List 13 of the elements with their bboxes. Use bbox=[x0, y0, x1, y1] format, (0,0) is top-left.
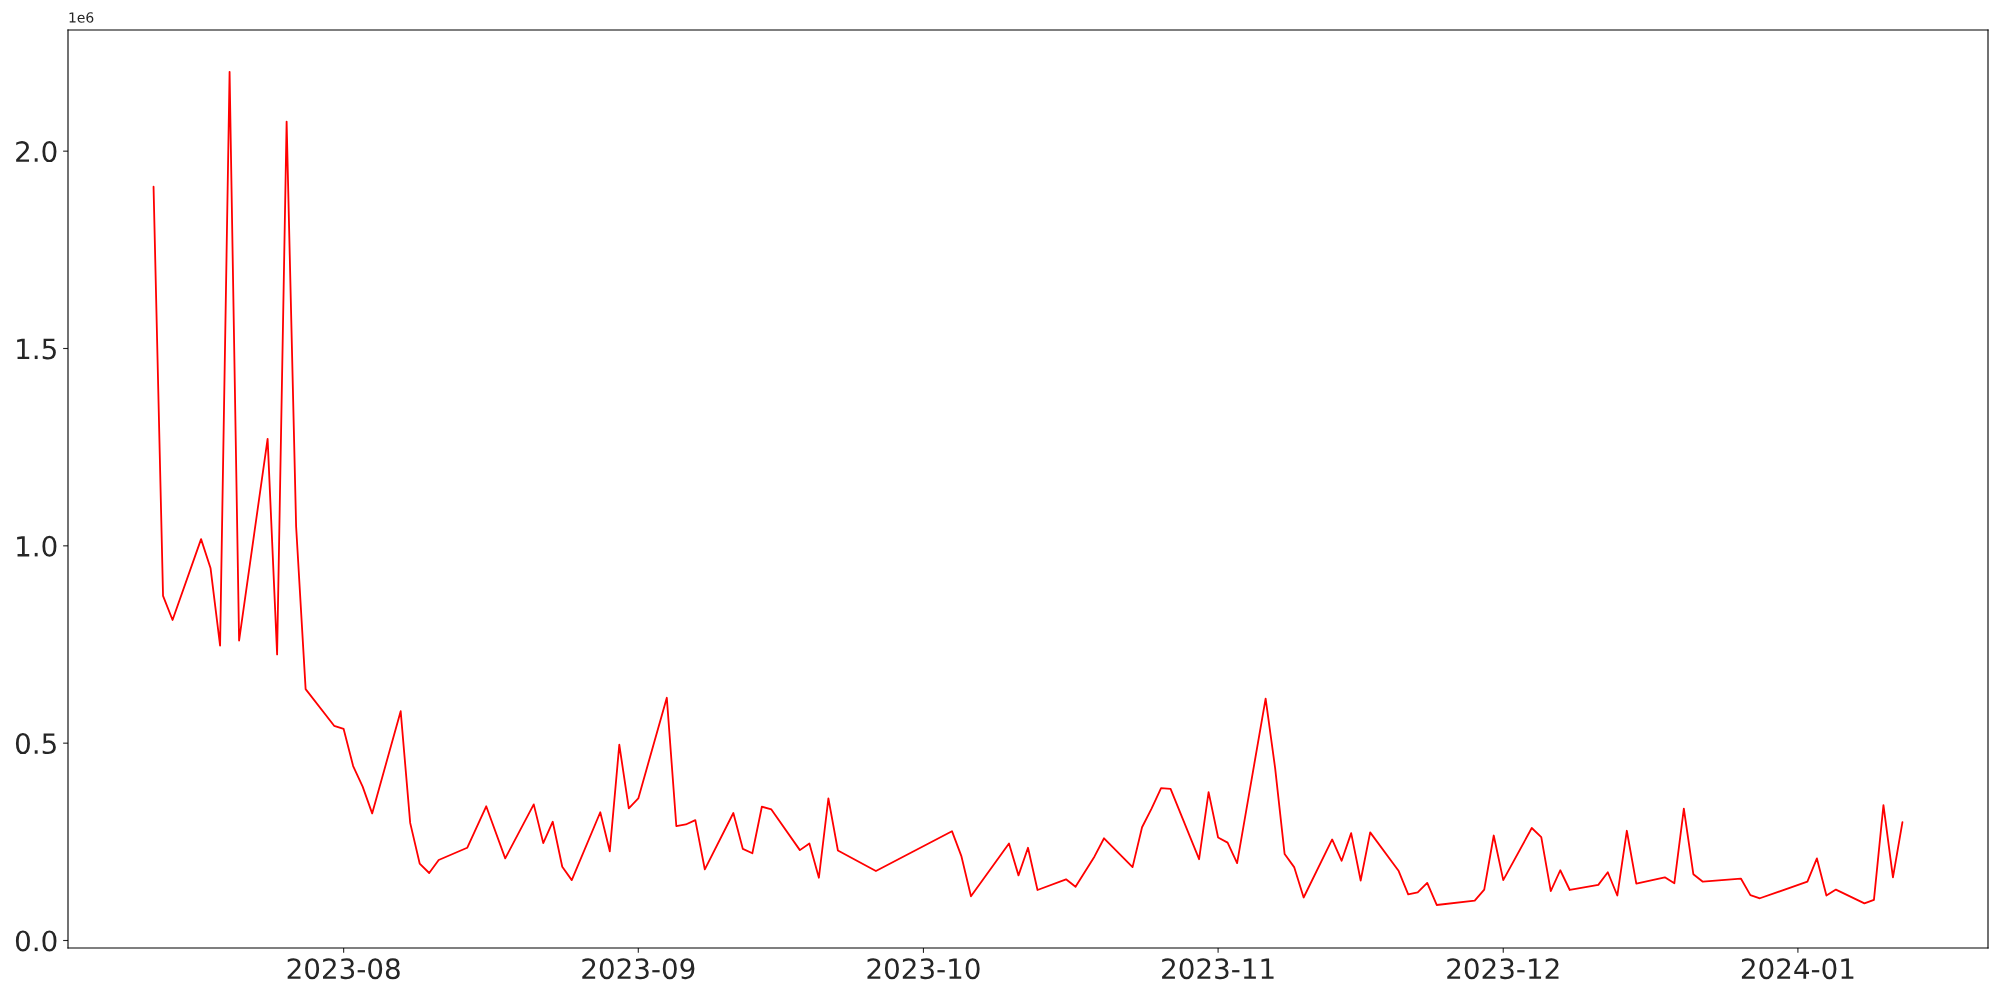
x-tick-label: 2023-12 bbox=[1447, 958, 1559, 980]
line-series bbox=[152, 70, 1904, 906]
y-tick-label: 1.5 bbox=[17, 338, 56, 360]
x-tick-label: 2024-01 bbox=[1741, 958, 1854, 980]
y-tick-label: 2.0 bbox=[16, 141, 57, 163]
y-tick-label: 0.0 bbox=[15, 930, 57, 952]
y-tick-label: 0.5 bbox=[15, 733, 56, 755]
x-tick-label: 2023-09 bbox=[582, 958, 695, 980]
x-tick-label: 2023-08 bbox=[287, 958, 400, 980]
text: 1e6 bbox=[69, 12, 94, 23]
x-tick-label: 2023-10 bbox=[867, 958, 980, 980]
y-tick-label: 1.0 bbox=[17, 535, 57, 557]
x-tick-label: 2023-11 bbox=[1162, 958, 1274, 980]
